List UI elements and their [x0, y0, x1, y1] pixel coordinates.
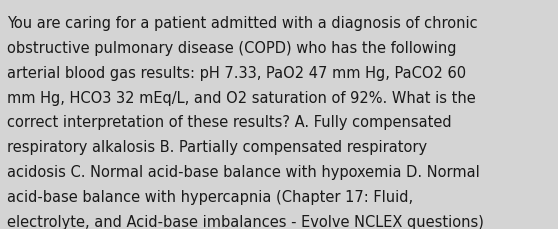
Text: mm Hg, HCO3 32 mEq/L, and O2 saturation of 92%. What is the: mm Hg, HCO3 32 mEq/L, and O2 saturation … — [7, 90, 476, 105]
Text: You are caring for a patient admitted with a diagnosis of chronic: You are caring for a patient admitted wi… — [7, 16, 478, 31]
Text: acidosis C. Normal acid-base balance with hypoxemia D. Normal: acidosis C. Normal acid-base balance wit… — [7, 164, 480, 179]
Text: obstructive pulmonary disease (COPD) who has the following: obstructive pulmonary disease (COPD) who… — [7, 41, 457, 56]
Text: electrolyte, and Acid-base imbalances - Evolve NCLEX questions): electrolyte, and Acid-base imbalances - … — [7, 214, 484, 229]
Text: correct interpretation of these results? A. Fully compensated: correct interpretation of these results?… — [7, 115, 452, 130]
Text: respiratory alkalosis B. Partially compensated respiratory: respiratory alkalosis B. Partially compe… — [7, 140, 427, 155]
Text: arterial blood gas results: pH 7.33, PaO2 47 mm Hg, PaCO2 60: arterial blood gas results: pH 7.33, PaO… — [7, 65, 466, 80]
Text: acid-base balance with hypercapnia (Chapter 17: Fluid,: acid-base balance with hypercapnia (Chap… — [7, 189, 413, 204]
